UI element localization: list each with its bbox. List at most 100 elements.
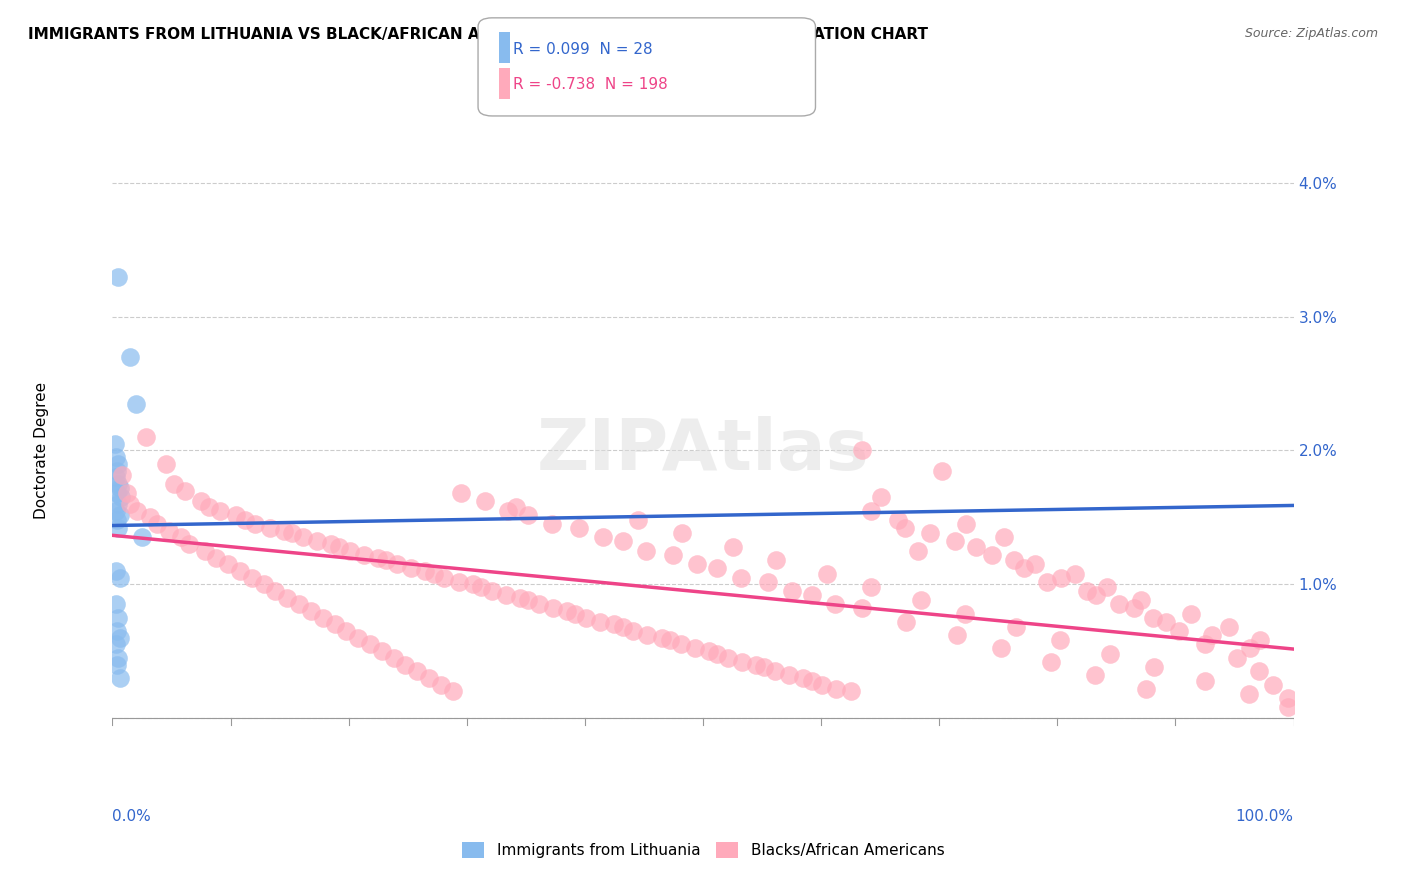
- Point: [179, 537, 201, 551]
- Point: [811, 678, 834, 692]
- Point: [658, 633, 681, 648]
- Point: [430, 678, 453, 692]
- Point: [359, 637, 381, 651]
- Point: [107, 521, 129, 535]
- Text: Doctorate Degree: Doctorate Degree: [34, 382, 49, 519]
- Point: [887, 513, 910, 527]
- Point: [792, 671, 814, 685]
- Point: [323, 617, 346, 632]
- Point: [756, 574, 779, 589]
- Point: [683, 641, 706, 656]
- Point: [319, 537, 342, 551]
- Text: R = -0.738  N = 198: R = -0.738 N = 198: [513, 77, 668, 92]
- Point: [1142, 611, 1164, 625]
- Point: [335, 624, 357, 639]
- Point: [470, 580, 492, 594]
- Point: [105, 450, 128, 464]
- Text: Source: ZipAtlas.com: Source: ZipAtlas.com: [1244, 27, 1378, 40]
- Point: [474, 494, 496, 508]
- Point: [155, 457, 177, 471]
- Point: [1277, 700, 1299, 714]
- Point: [706, 647, 728, 661]
- Point: [540, 517, 562, 532]
- Point: [671, 526, 693, 541]
- Point: [851, 443, 873, 458]
- Point: [697, 644, 720, 658]
- Point: [955, 517, 977, 532]
- Point: [824, 598, 846, 612]
- Point: [894, 521, 917, 535]
- Text: 100.0%: 100.0%: [1236, 809, 1294, 823]
- Text: IMMIGRANTS FROM LITHUANIA VS BLACK/AFRICAN AMERICAN DOCTORATE DEGREE CORRELATION: IMMIGRANTS FROM LITHUANIA VS BLACK/AFRIC…: [28, 27, 928, 42]
- Point: [517, 593, 540, 607]
- Point: [1123, 601, 1146, 615]
- Point: [170, 530, 193, 544]
- Point: [245, 517, 267, 532]
- Point: [264, 583, 287, 598]
- Point: [288, 598, 311, 612]
- Point: [198, 500, 221, 514]
- Point: [1050, 571, 1073, 585]
- Point: [627, 513, 650, 527]
- Point: [481, 583, 503, 598]
- Point: [1263, 678, 1285, 692]
- Point: [943, 534, 966, 549]
- Point: [894, 615, 917, 629]
- Point: [233, 513, 256, 527]
- Point: [731, 655, 754, 669]
- Point: [1168, 624, 1191, 639]
- Point: [276, 591, 298, 605]
- Point: [1064, 566, 1087, 581]
- Point: [163, 476, 186, 491]
- Point: [730, 571, 752, 585]
- Point: [721, 540, 744, 554]
- Point: [394, 657, 416, 672]
- Point: [375, 553, 398, 567]
- Point: [273, 524, 295, 538]
- Point: [564, 607, 586, 621]
- Point: [953, 607, 976, 621]
- Point: [1084, 668, 1107, 682]
- Point: [107, 476, 129, 491]
- Point: [146, 517, 169, 532]
- Point: [108, 631, 131, 645]
- Point: [339, 543, 361, 558]
- Point: [1277, 690, 1299, 705]
- Point: [1076, 583, 1098, 598]
- Point: [194, 543, 217, 558]
- Point: [1249, 664, 1271, 679]
- Point: [612, 534, 634, 549]
- Point: [305, 534, 328, 549]
- Point: [127, 503, 149, 517]
- Point: [990, 641, 1012, 656]
- Point: [1237, 687, 1260, 701]
- Point: [115, 486, 138, 500]
- Point: [107, 611, 129, 625]
- Point: [686, 557, 709, 572]
- Point: [108, 571, 131, 585]
- Point: [107, 269, 129, 284]
- Point: [111, 467, 134, 482]
- Point: [815, 566, 838, 581]
- Point: [328, 540, 350, 554]
- Point: [1194, 637, 1216, 651]
- Point: [105, 564, 128, 578]
- Point: [1180, 607, 1202, 621]
- Point: [495, 588, 517, 602]
- Point: [281, 526, 304, 541]
- Point: [541, 601, 564, 615]
- Point: [636, 543, 658, 558]
- Point: [108, 481, 131, 495]
- Point: [1154, 615, 1177, 629]
- Point: [1194, 673, 1216, 688]
- Point: [1002, 553, 1025, 567]
- Point: [717, 651, 740, 665]
- Point: [1035, 574, 1057, 589]
- Point: [107, 497, 129, 511]
- Point: [110, 490, 132, 504]
- Point: [825, 681, 848, 696]
- Point: [107, 457, 129, 471]
- Point: [415, 564, 437, 578]
- Point: [139, 510, 162, 524]
- Point: [621, 624, 644, 639]
